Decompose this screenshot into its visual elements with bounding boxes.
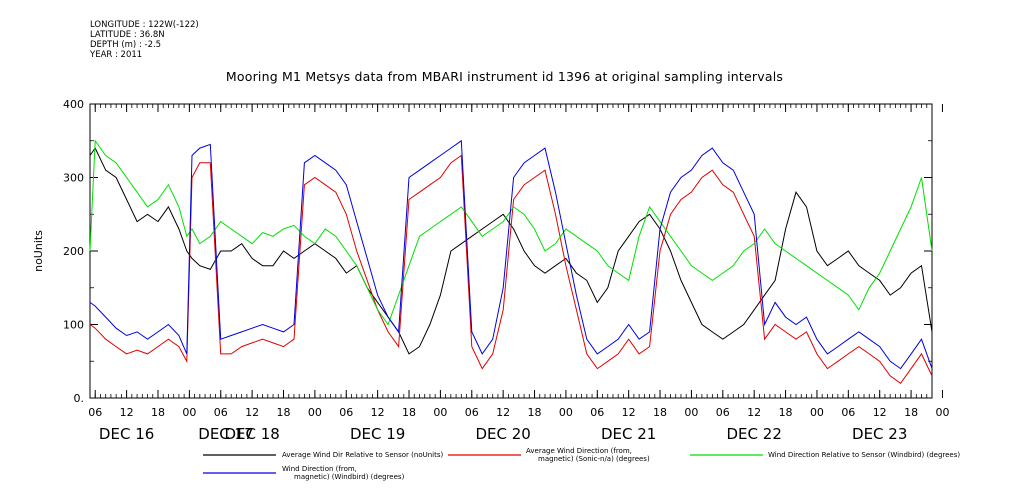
x-hour-label: 18 — [151, 406, 165, 419]
metadata-block: LONGITUDE : 122W(-122) LATITUDE : 36.8N … — [90, 20, 199, 60]
x-hour-label: 06 — [716, 406, 730, 419]
legend-label-3-line2: magnetic) (Windbird) (degrees) — [294, 473, 405, 481]
x-hour-label: 00 — [433, 406, 447, 419]
depth-label: DEPTH (m) : -2.5 — [90, 40, 162, 50]
y-tick-label: 0. — [74, 392, 85, 405]
x-hour-label: 12 — [873, 406, 887, 419]
x-hour-label: 00 — [935, 406, 949, 419]
series-line-0 — [89, 147, 933, 355]
x-day-label: DEC 21 — [601, 425, 656, 443]
x-day-label: DEC 17 — [198, 425, 253, 443]
x-day-label: DEC 20 — [475, 425, 530, 443]
x-hour-label: 00 — [308, 406, 322, 419]
x-hour-label: 18 — [402, 406, 416, 419]
x-hour-label: 06 — [841, 406, 855, 419]
year-label: YEAR : 2011 — [90, 50, 143, 60]
series-line-1 — [89, 154, 933, 384]
x-hour-label: 18 — [904, 406, 918, 419]
x-hour-label: 06 — [339, 406, 353, 419]
series-line-2 — [89, 139, 933, 326]
y-tick-label: 400 — [63, 98, 84, 111]
x-day-label: DEC 18 — [224, 425, 279, 443]
legend-layer: Average Wind Dir Relative to Sensor (noU… — [203, 447, 960, 481]
x-hour-label: 06 — [590, 406, 604, 419]
x-day-label: DEC 23 — [852, 425, 907, 443]
axes-layer — [89, 103, 943, 399]
longitude-label: LONGITUDE : 122W(-122) — [90, 20, 199, 30]
x-hour-label: 06 — [88, 406, 102, 419]
x-hour-label: 18 — [653, 406, 667, 419]
x-hour-label: 12 — [496, 406, 510, 419]
series-layer — [89, 139, 933, 384]
legend-label-1: Average Wind Direction (from, — [526, 447, 632, 455]
legend-label-0: Average Wind Dir Relative to Sensor (noU… — [282, 451, 443, 459]
x-day-label: DEC 19 — [350, 425, 405, 443]
legend-label-2: Wind Direction Relative to Sensor (Windb… — [768, 451, 960, 459]
x-hour-label: 12 — [622, 406, 636, 419]
x-hour-label: 12 — [747, 406, 761, 419]
y-tick-label: 300 — [63, 172, 84, 185]
label-layer: 0. 100 200 300 400 06 12 18 00 06 12 18 00 06 12 18 00 06… — [63, 98, 949, 443]
x-hour-label: 00 — [810, 406, 824, 419]
x-hour-label: 12 — [120, 406, 134, 419]
latitude-label: LATITUDE : 36.8N — [90, 30, 165, 40]
x-hour-label: 18 — [528, 406, 542, 419]
series-line-3 — [89, 139, 933, 370]
x-day-label: DEC 22 — [727, 425, 782, 443]
x-hour-label: 18 — [277, 406, 291, 419]
chart-title: Mooring M1 Metsys data from MBARI instru… — [225, 69, 784, 84]
x-hour-label: 18 — [779, 406, 793, 419]
x-day-label: DEC 16 — [99, 425, 154, 443]
x-hour-label: 00 — [182, 406, 196, 419]
y-tick-label: 200 — [63, 245, 84, 258]
x-hour-label: 12 — [245, 406, 259, 419]
y-tick-label: 100 — [63, 319, 84, 332]
legend-label-1-line2: magnetic) (Sonic-n/a) (degrees) — [538, 455, 650, 463]
x-hour-label: 06 — [214, 406, 228, 419]
x-hour-label: 00 — [559, 406, 573, 419]
x-hour-label: 06 — [465, 406, 479, 419]
x-hour-label: 12 — [371, 406, 385, 419]
x-hour-label: 00 — [684, 406, 698, 419]
y-axis-label: noUnits — [32, 230, 45, 272]
legend-label-3: Wind Direction (from, — [282, 465, 357, 473]
